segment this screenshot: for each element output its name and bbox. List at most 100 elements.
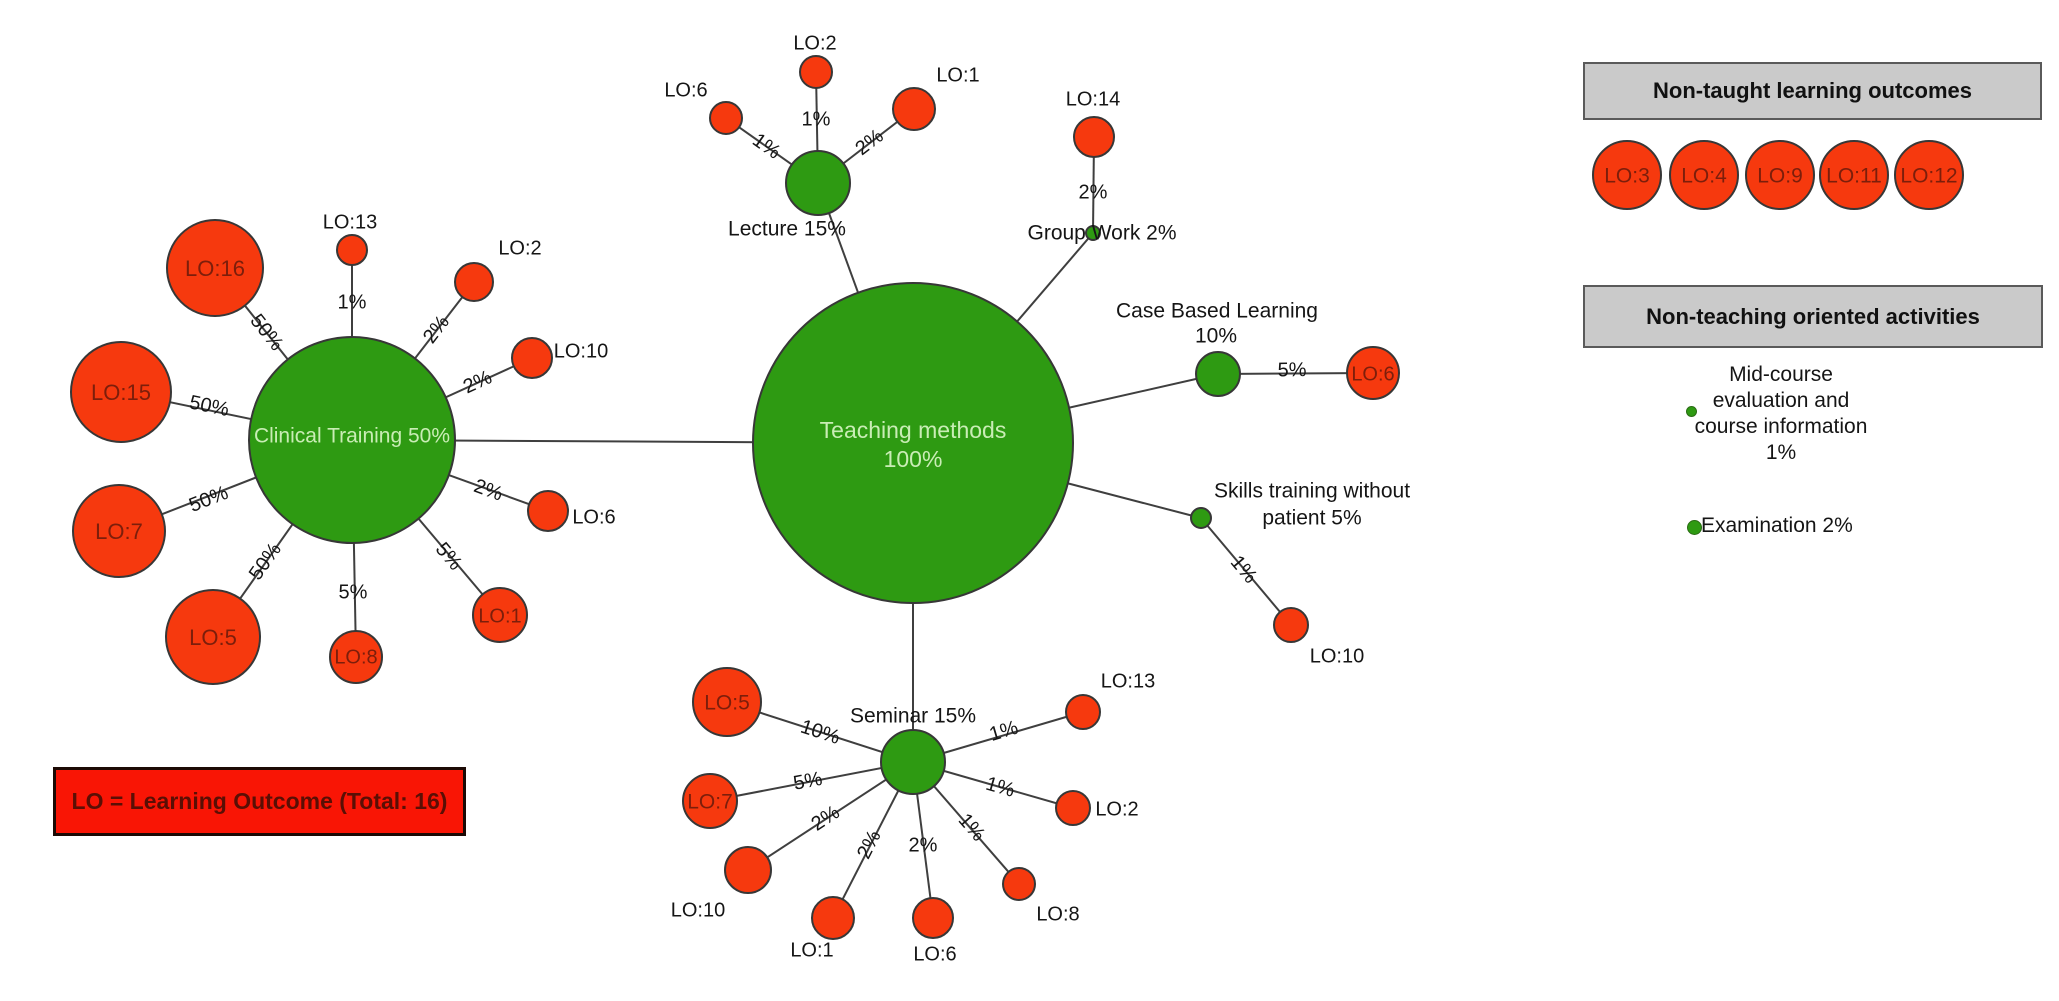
node-l2 [799,55,833,89]
edge-label-clinical-c7: 50% [186,482,231,517]
node-s8 [1002,867,1036,901]
edge-label-clinical-c6: 2% [471,475,506,506]
node-s5 [692,667,762,737]
label-seminar: Seminar 15% [850,705,976,728]
label-c1: LO:1 [478,605,521,627]
label-s13: LO:13 [1101,670,1155,692]
label-c2: LO:2 [498,237,541,259]
node-c2 [454,262,494,302]
label-s8: LO:8 [1036,903,1079,925]
label-nt12: LO:12 [1900,165,1957,188]
non-taught-header: Non-taught learning outcomes [1583,62,2042,120]
label-s1: LO:1 [790,939,833,961]
edge-label-seminar-s5: 10% [798,716,843,749]
label-c13: LO:13 [323,211,377,233]
node-skills [1190,507,1212,529]
label-l1: LO:1 [936,64,979,86]
non-teaching-title: Non-teaching oriented activities [1646,303,1980,329]
label-lo14: LO:14 [1066,88,1120,110]
edge-label-clinical-c13: 1% [338,291,367,313]
label-teaching-0: Teaching methods [820,417,1007,443]
node-l6 [709,101,743,135]
node-nt4 [1669,140,1739,210]
non-teaching-header: Non-teaching oriented activities [1583,285,2043,348]
node-nt9 [1745,140,1815,210]
label-groupwork: Group Work 2% [1028,222,1177,245]
edge-label-seminar-s2: 1% [983,773,1017,802]
node-s6 [912,897,954,939]
label-l2: LO:2 [793,32,836,54]
label-c16: LO:16 [185,256,245,281]
label-c8: LO:8 [334,646,377,668]
node-clinical [248,336,456,544]
edge-label-seminar-s6: 2% [909,834,938,856]
edge-label-lecture-l6: 1% [748,129,784,164]
label-lecture: Lecture 15% [728,218,846,241]
edge-label-cbl-cbl6: 5% [1277,359,1306,381]
node-cbl [1195,351,1241,397]
node-s7 [682,773,738,829]
label-teaching-1: 100% [884,446,943,472]
edge-label-seminar-s7: 5% [792,768,825,795]
label-s10: LO:10 [671,899,725,921]
edge-seminar-s7 [709,761,914,802]
node-c13 [336,234,368,266]
node-s2 [1055,790,1091,826]
node-nt3 [1592,140,1662,210]
edge-skills-sk10 [1200,517,1292,626]
label-s5: LO:5 [704,692,750,715]
edge-label-clinical-c10: 2% [460,366,496,398]
node-c6 [527,490,569,532]
label-c5: LO:5 [189,625,237,650]
edge-label-clinical-c5: 50% [245,539,286,585]
label-l6: LO:6 [664,79,707,101]
node-s1 [811,896,855,940]
node-groupwork [1085,225,1101,241]
label-s2: LO:2 [1095,798,1138,820]
node-c5 [165,589,261,685]
label-nt4: LO:4 [1681,165,1727,188]
node-c16 [166,219,264,317]
node-teaching [752,282,1074,604]
label-c6: LO:6 [572,506,615,528]
node-lecture [785,150,851,216]
label-sk10: LO:10 [1310,645,1364,667]
edge-label-groupwork-lo14: 2% [1079,181,1108,203]
label-nt3: LO:3 [1604,165,1650,188]
edge-label-seminar-s10: 2% [807,801,843,835]
label-skills-1: patient 5% [1262,507,1361,530]
edge-label-lecture-l2: 1% [802,108,831,130]
examination-label: Examination 2% [1701,514,1853,537]
label-c10: LO:10 [554,340,608,362]
node-l1 [892,87,936,131]
node-lo14 [1073,116,1115,158]
node-s10 [724,846,772,894]
node-seminar [880,729,946,795]
midcourse-label: Mid-course evaluation and course informa… [1694,363,1868,464]
label-s6: LO:6 [913,943,956,965]
label-c15: LO:15 [91,380,151,405]
label-skills-0: Skills training without [1214,480,1410,503]
label-clinical: Clinical Training 50% [254,425,450,448]
node-s13 [1065,694,1101,730]
node-c10 [511,337,553,379]
examination-bullet-dot [1687,520,1702,535]
edge-label-clinical-c15: 50% [187,391,231,421]
node-c8 [329,630,383,684]
edge-label-lecture-l1: 2% [851,125,887,160]
label-c7: LO:7 [95,519,143,544]
non-taught-title: Non-taught learning outcomes [1653,78,1972,103]
node-cbl6 [1346,346,1400,400]
edge-label-clinical-c8: 5% [339,581,368,603]
node-c1 [472,587,528,643]
edge-label-clinical-c16: 50% [245,310,287,355]
label-cbl-0: Case Based Learning [1116,300,1318,323]
label-cbl-1: 10% [1195,325,1237,348]
node-nt12 [1894,140,1964,210]
legend-box: LO = Learning Outcome (Total: 16) [53,767,466,836]
node-sk10 [1273,607,1309,643]
label-cbl6: LO:6 [1351,363,1394,385]
label-nt11: LO:11 [1826,165,1882,188]
